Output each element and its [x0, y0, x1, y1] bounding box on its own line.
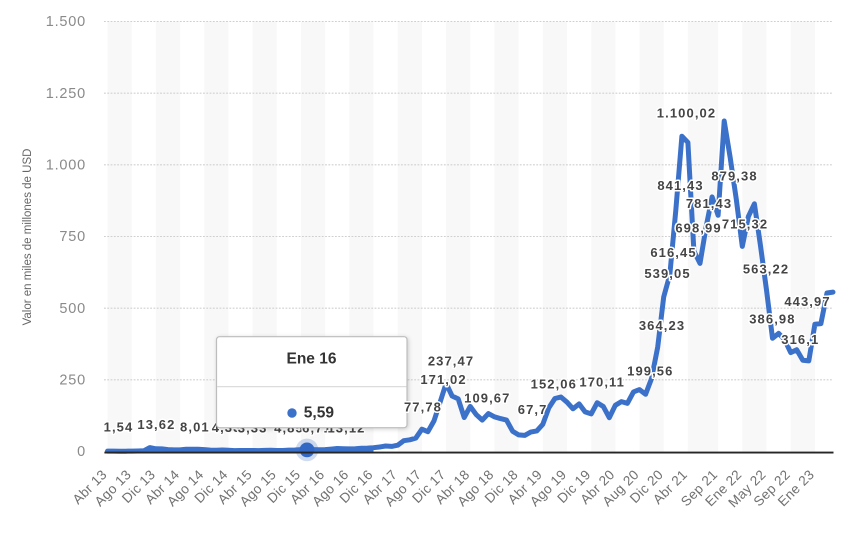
svg-text:170,11: 170,11 [579, 374, 625, 389]
svg-text:67,7: 67,7 [518, 402, 548, 417]
svg-text:109,67: 109,67 [464, 391, 510, 406]
svg-text:841,43: 841,43 [657, 178, 703, 193]
svg-text:500: 500 [59, 301, 86, 317]
svg-text:0: 0 [77, 444, 86, 460]
svg-text:443,97: 443,97 [784, 294, 830, 309]
svg-text:250: 250 [59, 373, 86, 389]
svg-text:171,02: 171,02 [420, 372, 466, 387]
svg-text:1.250: 1.250 [46, 86, 86, 102]
svg-text:Valor en miles de millones de: Valor en miles de millones de USD [22, 149, 34, 326]
svg-text:13,62: 13,62 [137, 417, 175, 432]
svg-text:715,32: 715,32 [722, 217, 768, 232]
svg-text:5,59: 5,59 [304, 404, 335, 421]
svg-text:1.500: 1.500 [46, 14, 86, 30]
svg-text:152,06: 152,06 [531, 377, 577, 392]
svg-text:750: 750 [59, 229, 86, 245]
svg-text:1.100,02: 1.100,02 [657, 106, 716, 121]
svg-text:781,43: 781,43 [686, 196, 732, 211]
svg-text:1.000: 1.000 [46, 158, 86, 174]
svg-text:199,56: 199,56 [627, 363, 673, 378]
svg-text:386,98: 386,98 [749, 311, 795, 326]
svg-text:563,22: 563,22 [743, 262, 789, 277]
svg-text:1,54: 1,54 [104, 420, 134, 435]
svg-text:237,47: 237,47 [428, 353, 474, 368]
svg-text:879,38: 879,38 [711, 169, 757, 184]
svg-text:77,78: 77,78 [404, 400, 442, 415]
svg-text:539,05: 539,05 [644, 266, 690, 281]
svg-text:616,45: 616,45 [650, 245, 696, 260]
svg-text:364,23: 364,23 [639, 318, 685, 333]
svg-text:8,01: 8,01 [180, 420, 210, 435]
svg-text:698,99: 698,99 [675, 221, 721, 236]
svg-text:Ene 16: Ene 16 [287, 350, 337, 367]
svg-text:316,1: 316,1 [781, 332, 819, 347]
